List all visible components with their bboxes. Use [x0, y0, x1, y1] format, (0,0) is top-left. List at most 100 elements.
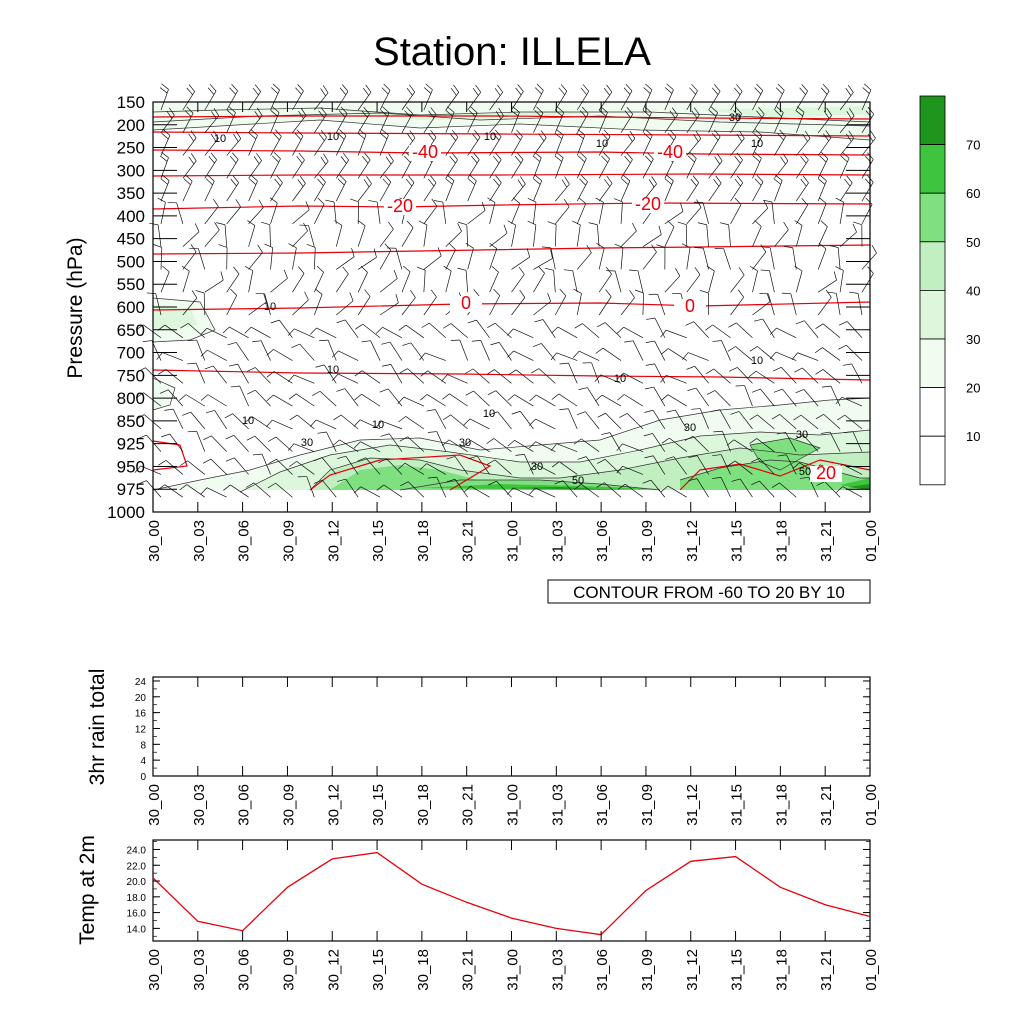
time-tick-label: 30_12: [325, 784, 342, 826]
time-tick-label: 31_12: [684, 520, 701, 562]
wind-barb: [200, 394, 227, 407]
wind-barb: [266, 394, 293, 407]
rain-time-axis: 30_00 30_03 30_06 30_09 30_12 30_15 30_18 30_21…: [146, 677, 880, 826]
wind-barb: [576, 106, 589, 133]
wind-barb: [686, 175, 699, 202]
wind-barb: [555, 199, 570, 225]
wind-barb: [442, 393, 468, 407]
wind-barb: [418, 220, 428, 247]
wind-barb: [353, 441, 381, 452]
wind-barb: [772, 366, 797, 384]
wind-barb: [574, 323, 600, 339]
wind-barb: [691, 408, 709, 430]
wind-barb: [270, 129, 282, 156]
wind-barb: [681, 243, 691, 270]
temp-label-bg: [654, 145, 686, 161]
rh-fill-region: [153, 305, 198, 330]
wind-barb: [714, 248, 731, 270]
wind-barb: [386, 247, 403, 270]
wind-barb: [423, 198, 438, 225]
temp-contour-label: -40: [412, 142, 438, 162]
wind-barb: [795, 435, 819, 452]
wind-barb: [427, 431, 447, 452]
wind-barb: [817, 242, 827, 270]
wind-barb: [423, 247, 442, 270]
wind-barb: [458, 221, 469, 247]
rh-contour-line: [152, 377, 176, 411]
colorbar-label: 70: [966, 138, 980, 153]
wind-barb: [488, 480, 512, 498]
wind-barb: [728, 322, 753, 339]
rh-contour-label: 50: [799, 466, 811, 478]
wind-barb: [759, 293, 775, 316]
rh-contour-label: 10: [751, 355, 763, 367]
wind-barb: [705, 324, 731, 339]
wind-barb: [783, 246, 797, 270]
wind-barb: [248, 129, 258, 156]
wind-barb: [450, 339, 469, 361]
wind-barb: [182, 290, 198, 316]
rh-contour-line: [152, 297, 216, 343]
wind-barb: [541, 246, 556, 270]
time-tick-label: 30_06: [236, 949, 253, 991]
wind-barb: [686, 130, 702, 156]
time-tick-label: 30_09: [280, 784, 297, 826]
wind-barb: [685, 321, 709, 339]
wind-barb: [187, 362, 206, 384]
wind-barb: [559, 408, 578, 430]
wind-barb: [795, 106, 805, 133]
colorbar-label: 10: [966, 429, 980, 444]
temperature-contour: [152, 440, 188, 471]
time-tick-label: 30_03: [191, 784, 208, 826]
wind-barb: [314, 153, 329, 179]
wind-barb: [489, 175, 502, 202]
wind-barb: [777, 454, 797, 475]
wind-barb: [433, 200, 447, 224]
temperature-contour: [152, 202, 871, 210]
wind-barb: [156, 352, 184, 361]
wind-barb: [749, 346, 775, 361]
wind-barb: [619, 413, 644, 430]
wind-barb: [289, 461, 315, 475]
time-tick-label: 30_12: [325, 520, 342, 562]
wind-barb: [182, 84, 195, 111]
wind-barb: [598, 106, 608, 133]
wind-barb: [664, 174, 674, 202]
wind-barb: [613, 198, 623, 224]
wind-barb: [573, 438, 600, 452]
rh-contour-label: 30: [796, 429, 808, 441]
wind-barb: [817, 220, 828, 247]
wind-barb: [648, 293, 666, 316]
rh-fill-region: [420, 484, 660, 490]
wind-barb: [664, 268, 681, 293]
wind-barb: [752, 83, 764, 111]
wind-barb: [204, 365, 227, 384]
wind-barb: [248, 84, 262, 111]
wind-barb: [181, 265, 190, 293]
wind-barb: [577, 456, 600, 475]
wind-barb: [617, 394, 644, 407]
wind-barb: [159, 151, 169, 179]
wind-barb: [527, 220, 537, 247]
wind-barb: [749, 414, 775, 430]
pressure-tick-label: 925: [117, 435, 145, 454]
wind-barb: [595, 347, 622, 361]
wind-barb: [839, 84, 854, 111]
wind-barb: [644, 386, 666, 407]
temp-y-axis: 14.0 16.0 18.0 20.0 22.0 24.0: [127, 841, 870, 937]
wind-barb: [253, 453, 271, 475]
time-tick-label: 31_00: [505, 949, 522, 991]
time-tick-label: 30_21: [460, 949, 477, 991]
wind-barb: [533, 292, 552, 316]
rain-y-tick-label: 24: [135, 677, 147, 688]
colorbar-swatch: [919, 435, 946, 486]
wind-barb: [508, 369, 534, 384]
wind-barb: [227, 342, 249, 361]
wind-barb: [420, 370, 446, 384]
wind-barb: [226, 106, 236, 133]
wind-barb: [487, 390, 512, 407]
time-tick-label: 30_09: [280, 949, 297, 991]
wind-barb: [287, 443, 315, 452]
